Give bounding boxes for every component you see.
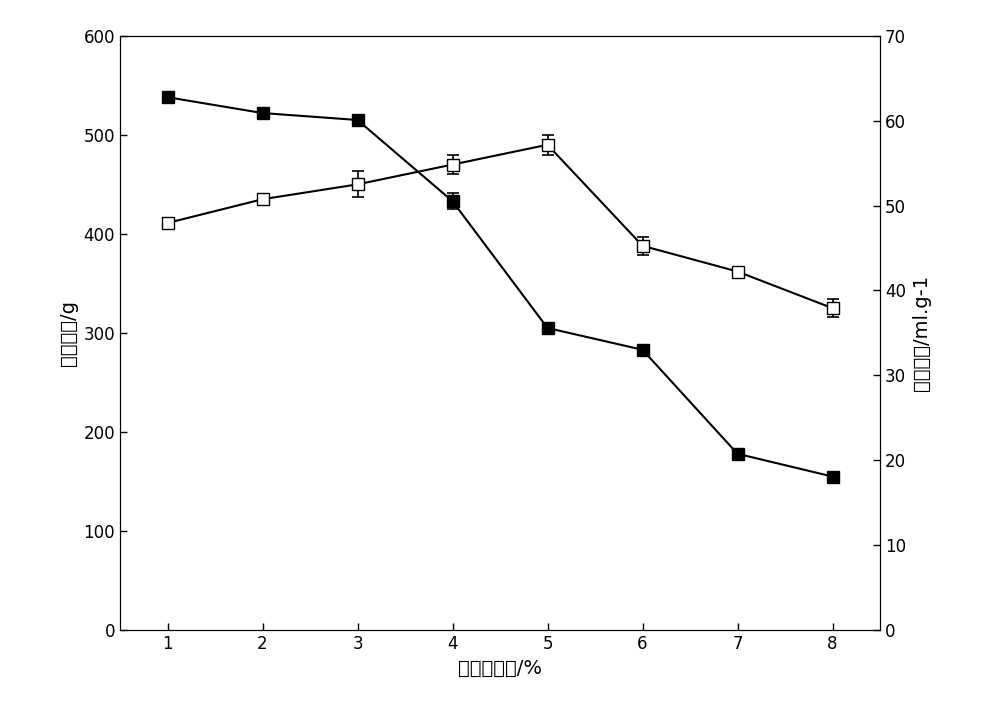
Y-axis label: 特性粘度/ml.g-1: 特性粘度/ml.g-1 bbox=[912, 275, 931, 391]
Y-axis label: 凝胶强度/g: 凝胶强度/g bbox=[59, 300, 78, 366]
X-axis label: 相对含水量/%: 相对含水量/% bbox=[458, 659, 542, 677]
